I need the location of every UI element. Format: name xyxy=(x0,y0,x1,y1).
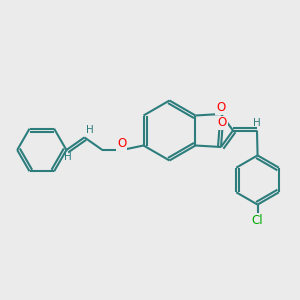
Text: Cl: Cl xyxy=(252,214,263,227)
Text: O: O xyxy=(117,137,126,150)
Text: H: H xyxy=(64,152,72,163)
Text: H: H xyxy=(254,118,261,128)
Text: H: H xyxy=(86,125,94,135)
Text: O: O xyxy=(216,101,226,114)
Text: O: O xyxy=(218,116,227,130)
